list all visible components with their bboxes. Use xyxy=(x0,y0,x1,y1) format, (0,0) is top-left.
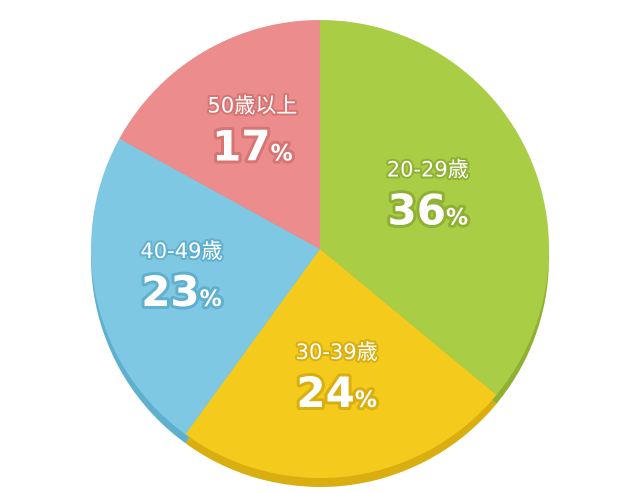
pie-slice-layer xyxy=(90,20,549,478)
pie-label-layer: 20-29歳 36% 30-39歳 24% 40-49歳 23% 50歳以上 17% xyxy=(138,92,471,420)
slice-20-29-percent-label: 36% xyxy=(387,185,468,234)
slice-40-49 xyxy=(90,138,320,435)
slice-20-29-category-label: 20-29歳 xyxy=(387,157,469,181)
slice-40-49-percent-label: 23% xyxy=(141,267,222,316)
slice-40-49-percent-unit: % xyxy=(200,287,222,312)
slice-20-29 xyxy=(320,20,549,395)
slice-50-category-label: 50歳以上 xyxy=(208,94,298,118)
slice-50-percent-value: 17 xyxy=(212,122,270,171)
slice-40-49-percent-value: 23 xyxy=(141,267,199,316)
slice-50-percent-label: 17% xyxy=(212,122,292,171)
slice-40-49-category-label: 40-49歳 xyxy=(140,239,222,263)
slice-30-39-percent-label: 24% xyxy=(296,368,377,417)
slice-30-39-category-label: 30-39歳 xyxy=(296,340,378,364)
slice-30-39 xyxy=(185,249,497,478)
slice-50-percent-unit: % xyxy=(271,142,293,167)
slice-30-39-percent-unit: % xyxy=(355,388,377,413)
slice-50 xyxy=(119,20,320,249)
slice-20-29-percent-unit: % xyxy=(446,205,468,230)
slice-20-29-percent-value: 36 xyxy=(387,185,445,234)
slice-30-39-percent-value: 24 xyxy=(296,368,354,417)
